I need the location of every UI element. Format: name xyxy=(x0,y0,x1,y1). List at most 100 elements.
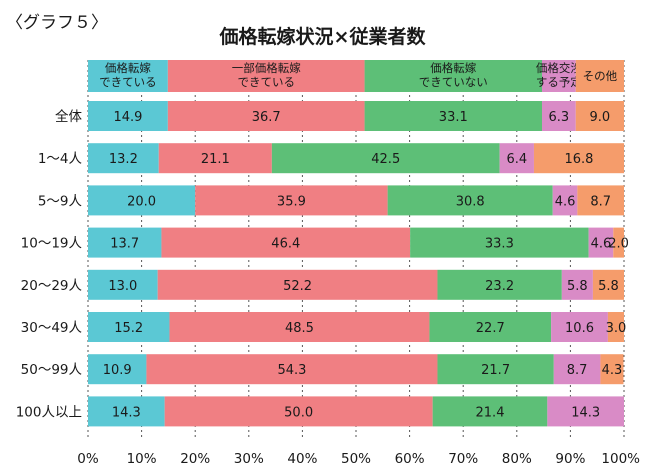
x-tick-label: 30% xyxy=(234,451,264,467)
bar-segment xyxy=(88,143,159,174)
data-label: 14.3 xyxy=(571,405,600,420)
category-label: 全体 xyxy=(55,108,82,125)
data-label: 13.7 xyxy=(110,237,139,252)
bars: 14.9 36.7 33.1 6.3 9.0 13.2 21.1 42.5 6.4 16.8 20.… xyxy=(88,101,629,427)
data-label: 14.9 xyxy=(113,110,142,125)
bar-segment xyxy=(552,185,578,216)
x-tick-label: 80% xyxy=(502,451,532,467)
data-label: 33.3 xyxy=(485,237,514,252)
data-label: 10.9 xyxy=(103,363,132,378)
data-label: 48.5 xyxy=(285,321,314,336)
bar-segment xyxy=(499,143,534,174)
data-label: 4.3 xyxy=(602,363,623,378)
legend-swatch xyxy=(364,60,542,92)
category-label: 1〜4人 xyxy=(38,151,83,167)
data-label: 46.4 xyxy=(271,237,300,252)
x-tick-label: 90% xyxy=(555,451,585,467)
bar-segment xyxy=(607,312,624,342)
bar-segment xyxy=(577,185,624,216)
data-label: 10.6 xyxy=(565,321,594,336)
data-label: 16.8 xyxy=(564,152,593,167)
bar-segment xyxy=(551,312,608,342)
x-tick-label: 40% xyxy=(287,451,317,467)
data-label: 52.2 xyxy=(283,279,312,294)
legend-label: 価格転嫁 xyxy=(430,61,476,75)
data-label: 23.2 xyxy=(485,279,514,294)
x-axis: 0% 10% 20% 30% 40% 50% 60% 70% 80% 90% 100% xyxy=(77,451,640,467)
bar-segment xyxy=(157,269,438,300)
bar-segment xyxy=(547,396,624,427)
bar-segment xyxy=(432,396,548,427)
data-label: 8.7 xyxy=(590,194,611,209)
data-label: 3.0 xyxy=(606,321,627,336)
data-label: 14.3 xyxy=(112,405,141,420)
legend-label: 一部価格転嫁 xyxy=(232,61,301,75)
bar-segment xyxy=(437,269,562,300)
legend-swatch xyxy=(167,60,365,92)
data-label: 4.6 xyxy=(555,194,576,209)
data-label: 54.3 xyxy=(277,363,306,378)
bar-segment xyxy=(592,269,624,300)
bar-segment xyxy=(88,269,158,300)
legend-label: 価格転嫁 xyxy=(105,61,151,75)
x-tick-label: 100% xyxy=(601,451,640,467)
bar-segment xyxy=(600,354,624,385)
legend-swatch xyxy=(541,60,576,92)
bar-segment xyxy=(553,354,601,385)
x-tick-label: 50% xyxy=(341,451,371,467)
bar-segment xyxy=(387,185,553,216)
x-tick-label: 10% xyxy=(127,451,157,467)
data-label: 9.0 xyxy=(590,110,611,125)
x-tick-label: 60% xyxy=(395,451,425,467)
chart-title: 価格転嫁状況×従業者数 xyxy=(219,26,426,48)
data-label: 33.1 xyxy=(439,110,468,125)
data-label: 36.7 xyxy=(252,110,281,125)
bar-segment xyxy=(588,227,614,258)
legend-swatch xyxy=(575,60,624,92)
data-label: 20.0 xyxy=(127,194,156,209)
category-labels: 全体 1〜4人 5〜9人 10〜19人 20〜29人 30〜49人 50〜99人 100人以上 xyxy=(16,108,83,420)
legend-swatch xyxy=(88,60,168,92)
legend-label: できている xyxy=(237,75,295,89)
x-tick-label: 0% xyxy=(77,451,99,467)
figure-label: 〈グラフ５〉 xyxy=(6,13,108,33)
data-label: 30.8 xyxy=(456,194,485,209)
data-label: 5.8 xyxy=(598,279,619,294)
data-label: 8.7 xyxy=(567,363,588,378)
bar-segment xyxy=(437,354,554,385)
bar-segment xyxy=(271,143,500,174)
data-label: 2.0 xyxy=(608,237,629,252)
bar-segment xyxy=(88,396,165,427)
data-label: 13.2 xyxy=(109,152,138,167)
bar-segment xyxy=(88,185,196,216)
data-label: 42.5 xyxy=(371,152,400,167)
bar-segment xyxy=(88,312,170,342)
data-label: 35.9 xyxy=(277,194,306,209)
data-label: 22.7 xyxy=(476,321,505,336)
bar-segment xyxy=(88,227,162,258)
data-label: 15.2 xyxy=(114,321,143,336)
bar-segment xyxy=(364,101,542,131)
data-label: 21.4 xyxy=(476,405,505,420)
data-label: 50.0 xyxy=(284,405,313,420)
category-label: 30〜49人 xyxy=(21,320,83,336)
bar-segment xyxy=(164,396,433,427)
legend-label: できていない xyxy=(419,75,488,89)
x-tick-label: 20% xyxy=(180,451,210,467)
data-label: 6.3 xyxy=(549,110,570,125)
bar-segment xyxy=(158,143,272,174)
bar-segment xyxy=(195,185,388,216)
data-label: 4.6 xyxy=(591,237,612,252)
data-label: 6.4 xyxy=(506,152,527,167)
category-label: 10〜19人 xyxy=(21,236,83,252)
legend-label: 価格交渉 xyxy=(536,61,582,75)
data-label: 21.7 xyxy=(481,363,510,378)
bar-segment xyxy=(161,227,411,258)
bar-segment xyxy=(541,101,576,131)
bar-segment xyxy=(167,101,365,131)
bar-segment xyxy=(410,227,589,258)
bar-segment xyxy=(88,101,168,131)
legend-label: できている xyxy=(99,75,157,89)
